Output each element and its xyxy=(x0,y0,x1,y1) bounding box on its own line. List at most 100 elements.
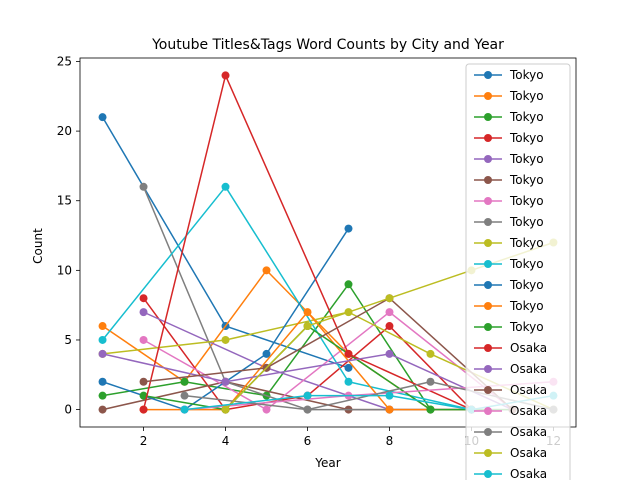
y-tick-label: 25 xyxy=(57,54,72,68)
legend-marker xyxy=(484,239,492,247)
series-14-point xyxy=(139,405,148,414)
legend-label: Tokyo xyxy=(509,278,544,292)
legend-marker xyxy=(484,155,492,163)
legend-label: Tokyo xyxy=(509,89,544,103)
y-tick-label: 0 xyxy=(64,403,72,417)
series-3-point xyxy=(98,391,107,400)
legend-item: Tokyo xyxy=(474,257,544,271)
legend-item: Tokyo xyxy=(474,194,544,208)
series-20-point xyxy=(303,391,312,400)
legend-marker xyxy=(484,365,492,373)
series-5-point xyxy=(139,308,148,317)
legend-marker xyxy=(484,92,492,100)
legend-item: Osaka xyxy=(474,467,547,480)
legend-item: Osaka xyxy=(474,446,547,460)
legend-item: Tokyo xyxy=(474,236,544,250)
series-1-point xyxy=(344,363,353,372)
series-8-point xyxy=(139,182,148,191)
legend-marker xyxy=(484,323,492,331)
legend-label: Osaka xyxy=(510,341,547,355)
series-15-point xyxy=(98,349,107,358)
series-18-point xyxy=(426,377,435,386)
series-14-point xyxy=(344,349,353,358)
legend-marker xyxy=(484,260,492,268)
series-15-line xyxy=(102,353,513,411)
y-tick-label: 15 xyxy=(57,194,72,208)
series-15-point xyxy=(385,349,394,358)
series-16-point xyxy=(139,377,148,386)
series-15-point xyxy=(221,377,230,386)
legend-marker xyxy=(484,302,492,310)
legend-item: Tokyo xyxy=(474,299,544,313)
y-tick-label: 10 xyxy=(57,263,72,277)
series-7-point xyxy=(262,405,271,414)
series-19-point xyxy=(385,294,394,303)
legend-marker xyxy=(484,407,492,415)
legend-label: Osaka xyxy=(510,362,547,376)
legend-frame xyxy=(465,63,571,480)
legend-marker xyxy=(484,134,492,142)
legend-item: Tokyo xyxy=(474,278,544,292)
series-3-point xyxy=(180,377,189,386)
legend-item: Osaka xyxy=(474,425,547,439)
series-9-point xyxy=(221,335,230,344)
y-axis-label: Count xyxy=(31,228,45,264)
legend-item: Tokyo xyxy=(474,131,544,145)
series-6-point xyxy=(98,405,107,414)
legend-marker xyxy=(484,386,492,394)
y-tick-label: 20 xyxy=(57,124,72,138)
x-tick-label: 8 xyxy=(386,434,394,448)
legend-label: Tokyo xyxy=(509,236,544,250)
series-7-point xyxy=(139,335,148,344)
legend-item: Tokyo xyxy=(474,173,544,187)
legend-item: Osaka xyxy=(474,341,547,355)
legend-marker xyxy=(484,344,492,352)
legend-label: Tokyo xyxy=(509,299,544,313)
series-16-line xyxy=(143,297,513,411)
series-10-point xyxy=(98,335,107,344)
legend-label: Tokyo xyxy=(509,110,544,124)
series-10-point xyxy=(221,182,230,191)
legend-label: Tokyo xyxy=(509,131,544,145)
chart-title: Youtube Titles&Tags Word Counts by City … xyxy=(151,37,504,53)
plot-frame xyxy=(79,57,577,428)
legend-marker xyxy=(484,197,492,205)
legend-label: Tokyo xyxy=(509,173,544,187)
series-12-point xyxy=(303,308,312,317)
series-4-point xyxy=(139,294,148,303)
legend-label: Tokyo xyxy=(509,257,544,271)
legend-marker xyxy=(484,113,492,121)
series-18-point xyxy=(303,405,312,414)
series-14-point xyxy=(221,71,230,80)
series-1-point xyxy=(98,113,107,122)
series-2-point xyxy=(98,322,107,331)
legend-label: Tokyo xyxy=(509,68,544,82)
series-4-point xyxy=(385,322,394,331)
x-tick-label: 6 xyxy=(304,434,312,448)
series-11-point xyxy=(344,224,353,233)
legend-label: Osaka xyxy=(510,425,547,439)
legend-item: Tokyo xyxy=(474,215,544,229)
legend-label: Tokyo xyxy=(509,152,544,166)
series-19-point xyxy=(303,322,312,331)
series-10-point xyxy=(344,377,353,386)
legend-item: Tokyo xyxy=(474,89,544,103)
legend-item: Osaka xyxy=(474,404,547,418)
x-axis-label: Year xyxy=(314,456,340,470)
series-18-point xyxy=(180,391,189,400)
series-12-point xyxy=(385,405,394,414)
series-14-line xyxy=(142,74,472,411)
y-axis-ticks: 0 5 10 15 20 25 xyxy=(57,54,80,417)
series-19-point xyxy=(221,405,230,414)
legend-label: Tokyo xyxy=(509,194,544,208)
x-tick-label: 2 xyxy=(140,434,148,448)
series-7-point xyxy=(385,308,394,317)
legend-label: Tokyo xyxy=(509,215,544,229)
legend-item: Tokyo xyxy=(474,110,544,124)
legend-label: Tokyo xyxy=(509,320,544,334)
legend-label: Osaka xyxy=(510,446,547,460)
series-20-point xyxy=(385,391,394,400)
legend-item: Tokyo xyxy=(474,152,544,166)
x-tick-label: 4 xyxy=(222,434,230,448)
